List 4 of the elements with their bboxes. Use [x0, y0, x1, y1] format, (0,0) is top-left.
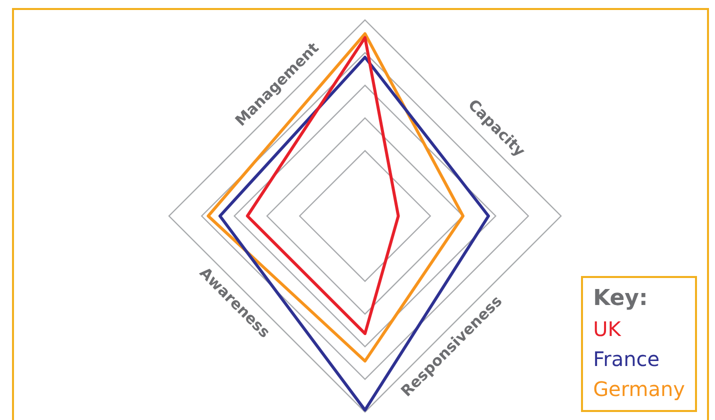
text: Germany — [593, 376, 685, 403]
text: UK — [593, 316, 622, 343]
legend-title: Key: — [593, 285, 649, 313]
text: France — [593, 346, 661, 373]
